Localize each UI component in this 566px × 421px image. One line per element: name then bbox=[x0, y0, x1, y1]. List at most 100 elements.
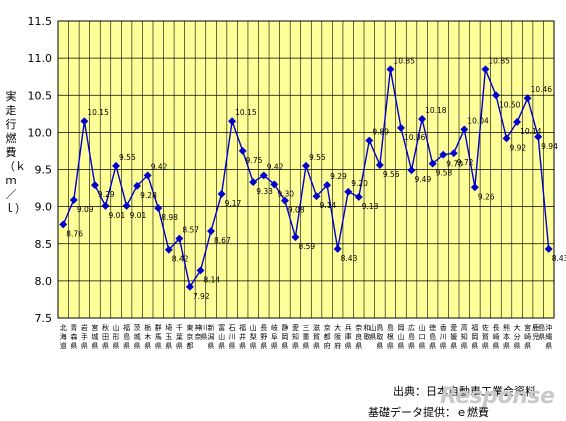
x-tick-label: 群 bbox=[155, 323, 162, 332]
x-tick-label: 玉 bbox=[165, 333, 172, 341]
data-provider-note: 基礎データ提供：ｅ燃費 bbox=[368, 406, 489, 419]
x-tick-label: 山 bbox=[250, 323, 257, 332]
data-point bbox=[270, 180, 279, 189]
data-label: 9.08 bbox=[288, 206, 305, 215]
x-tick-label: 県 bbox=[369, 333, 376, 341]
data-label: 9.01 bbox=[108, 211, 125, 220]
data-label: 9.20 bbox=[351, 179, 368, 188]
y-tick-label: 8.0 bbox=[35, 275, 53, 288]
y-tick-label: 10.0 bbox=[28, 126, 53, 139]
data-label: 9.13 bbox=[362, 202, 379, 211]
data-label: 9.42 bbox=[267, 162, 284, 171]
x-tick-label: 府 bbox=[334, 341, 341, 350]
x-tick-label: 良 bbox=[355, 332, 362, 341]
x-tick-label: 京 bbox=[324, 323, 331, 332]
response-watermark: Response bbox=[440, 384, 555, 409]
x-tick-label: 手 bbox=[81, 332, 88, 341]
data-point bbox=[439, 150, 448, 159]
data-label: 7.92 bbox=[193, 292, 210, 301]
x-tick-label: 岡 bbox=[471, 333, 478, 341]
x-tick-label: 賀 bbox=[482, 332, 489, 341]
x-tick-label: 和 bbox=[363, 323, 370, 332]
x-tick-label: 県 bbox=[176, 342, 183, 350]
x-tick-label: 根 bbox=[387, 332, 394, 341]
x-tick-label: 宮 bbox=[91, 323, 98, 332]
x-tick-label: 崎 bbox=[492, 332, 499, 341]
x-tick-label: 川 bbox=[440, 333, 447, 341]
data-label: 9.58 bbox=[436, 169, 453, 178]
x-tick-label: 知 bbox=[292, 332, 299, 341]
data-label: 10.18 bbox=[425, 106, 447, 115]
x-tick-label: 児 bbox=[532, 332, 539, 341]
data-label: 8.43 bbox=[341, 254, 358, 263]
x-tick-label: 森 bbox=[70, 332, 77, 341]
x-tick-label: 道 bbox=[60, 341, 67, 350]
x-tick-label: 分 bbox=[514, 332, 521, 341]
data-label: 9.75 bbox=[246, 156, 263, 165]
x-tick-label: 山 bbox=[419, 323, 426, 332]
x-tick-label: 賀 bbox=[313, 332, 320, 341]
source-note: 出典：日本自動車工業会資料 bbox=[393, 385, 536, 398]
data-point bbox=[164, 245, 173, 254]
x-tick-label: 県 bbox=[271, 342, 278, 350]
data-label: 9.29 bbox=[330, 172, 347, 181]
x-tick-label: 岡 bbox=[281, 333, 288, 341]
data-point bbox=[523, 94, 532, 103]
x-tick-label: 県 bbox=[260, 342, 267, 350]
data-point bbox=[185, 282, 194, 291]
data-label: 9.01 bbox=[130, 211, 147, 220]
x-tick-label: 青 bbox=[70, 323, 77, 332]
y-tick-label: 7.5 bbox=[35, 312, 53, 325]
x-tick-label: 熊 bbox=[503, 323, 510, 332]
x-tick-label: 県 bbox=[155, 342, 162, 350]
x-tick-label: 茨 bbox=[134, 323, 141, 332]
data-point bbox=[428, 159, 437, 168]
x-tick-label: 口 bbox=[419, 333, 426, 341]
data-point bbox=[228, 117, 237, 126]
x-tick-label: 滋 bbox=[313, 323, 320, 332]
x-tick-label: 県 bbox=[208, 342, 215, 350]
x-tick-label: 島 bbox=[123, 332, 130, 341]
x-tick-label: 山 bbox=[113, 323, 120, 332]
data-label: 8.43 bbox=[552, 254, 566, 263]
x-tick-label: 沖 bbox=[545, 323, 552, 332]
x-tick-label: 葉 bbox=[176, 332, 183, 341]
x-tick-label: 県 bbox=[440, 342, 447, 350]
data-point bbox=[101, 201, 110, 210]
x-tick-label: 愛 bbox=[450, 323, 457, 332]
x-tick-label: 県 bbox=[292, 342, 299, 350]
x-tick-label: 秋 bbox=[102, 323, 109, 332]
data-label: 9.55 bbox=[119, 153, 136, 162]
x-tick-label: 県 bbox=[250, 342, 257, 350]
x-tick-label: 富 bbox=[218, 323, 225, 332]
x-tick-label: 都 bbox=[324, 333, 331, 341]
x-tick-label: 歌 bbox=[363, 332, 370, 341]
x-tick-label: 県 bbox=[492, 342, 499, 350]
data-label: 10.15 bbox=[87, 108, 109, 117]
x-tick-label: 徳 bbox=[429, 323, 436, 332]
data-label: 9.56 bbox=[383, 170, 400, 179]
data-point bbox=[154, 204, 163, 213]
x-tick-label: 県 bbox=[134, 342, 141, 350]
x-tick-label: 県 bbox=[102, 342, 109, 350]
x-tick-label: 鳥 bbox=[376, 323, 383, 332]
data-label: 8.57 bbox=[182, 226, 199, 235]
x-tick-label: 大 bbox=[514, 323, 521, 332]
data-point bbox=[323, 181, 332, 190]
y-tick-label: 10.5 bbox=[28, 89, 53, 102]
x-tick-label: 県 bbox=[461, 342, 468, 350]
x-tick-label: 県 bbox=[397, 342, 404, 350]
data-point bbox=[312, 192, 321, 201]
x-tick-label: 県 bbox=[545, 342, 552, 350]
x-tick-label: 府 bbox=[324, 341, 331, 350]
x-tick-label: 木 bbox=[144, 332, 151, 341]
data-label: 9.42 bbox=[151, 162, 168, 171]
x-tick-label: 県 bbox=[281, 342, 288, 350]
x-tick-label: 取 bbox=[376, 333, 383, 341]
x-tick-label: 香 bbox=[440, 323, 447, 332]
x-tick-label: 山 bbox=[397, 332, 404, 341]
x-tick-label: 石 bbox=[229, 324, 236, 332]
y-tick-label: 9.5 bbox=[35, 164, 53, 177]
x-tick-label: 愛 bbox=[292, 323, 299, 332]
